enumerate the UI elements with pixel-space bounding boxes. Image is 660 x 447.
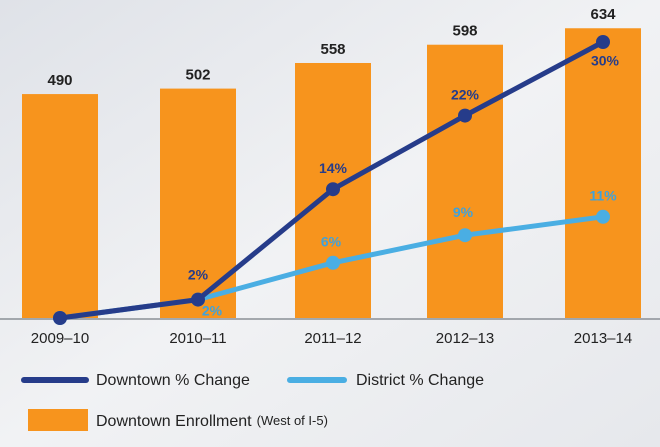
- legend-label: District % Change: [356, 372, 484, 389]
- point-label: 6%: [321, 234, 342, 250]
- bar-label: 598: [452, 23, 477, 40]
- bar-label: 490: [47, 72, 72, 89]
- x-tick-label: 2012–13: [436, 330, 494, 347]
- x-tick-label: 2009–10: [31, 330, 89, 347]
- legend-name: Downtown Enrollment: [96, 413, 252, 430]
- x-tick-label: 2010–11: [169, 330, 226, 347]
- point: [326, 182, 340, 197]
- point-label: 11%: [589, 188, 617, 204]
- point-label: 22%: [451, 86, 480, 102]
- point: [596, 35, 610, 49]
- legend-note: (West of I-5): [257, 413, 328, 428]
- bar-label: 634: [590, 6, 616, 23]
- bar: [427, 44, 503, 319]
- bar: [22, 94, 98, 318]
- legend-label: Downtown % Change: [96, 372, 250, 389]
- point-label: 2%: [202, 302, 223, 318]
- point: [53, 311, 67, 325]
- legend-label: Downtown Enrollment (West of I-5): [96, 413, 328, 430]
- point-label: 14%: [319, 160, 348, 176]
- point: [458, 108, 472, 123]
- point: [326, 255, 340, 270]
- bar: [565, 28, 641, 319]
- point-label: 30%: [591, 53, 620, 69]
- point: [191, 292, 205, 307]
- point-label: 2%: [188, 266, 209, 282]
- legend-swatch: [28, 409, 88, 431]
- x-tick-label: 2013–14: [574, 330, 632, 347]
- x-tick-label: 2011–12: [304, 330, 361, 347]
- point: [458, 228, 472, 243]
- bar-label: 558: [320, 41, 345, 58]
- point: [596, 209, 610, 224]
- bar: [160, 88, 236, 318]
- point-label: 9%: [453, 204, 474, 220]
- bar-label: 502: [185, 67, 210, 84]
